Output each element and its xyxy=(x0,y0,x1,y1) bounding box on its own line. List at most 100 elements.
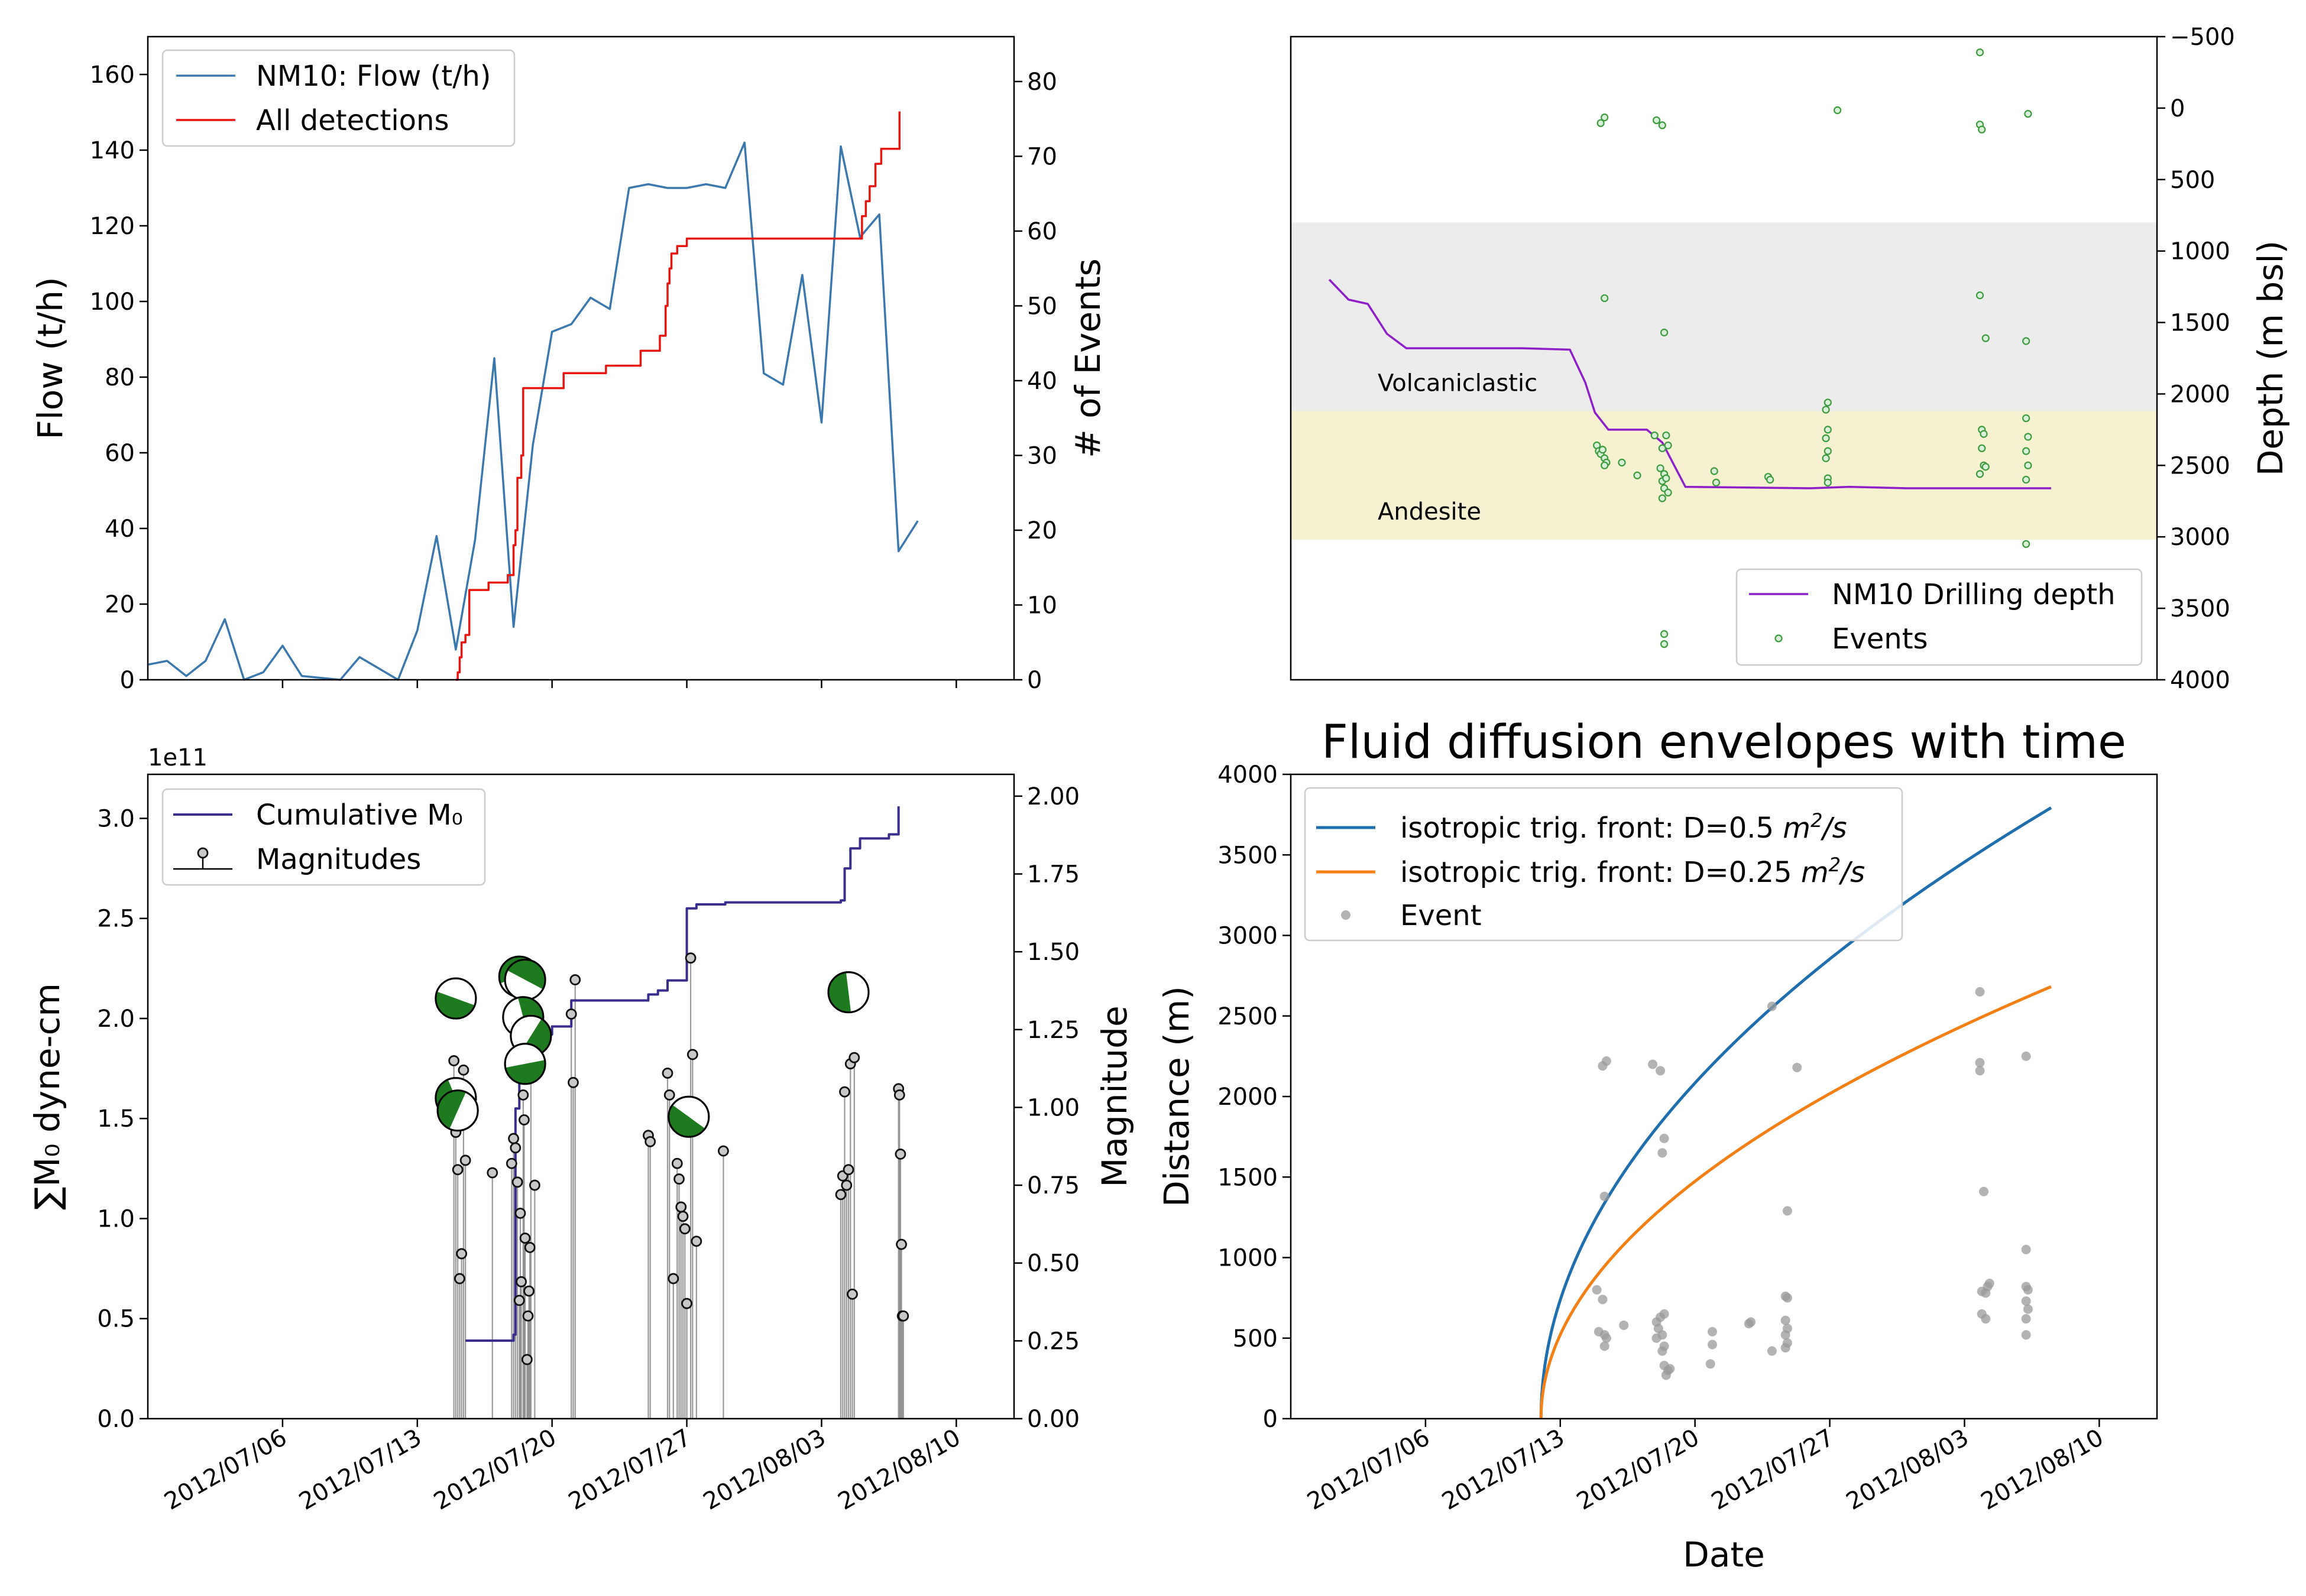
beachball-icon xyxy=(504,959,546,1001)
magnitude-marker xyxy=(847,1288,858,1300)
magnitude-marker xyxy=(487,1167,498,1179)
diffusion-event-point xyxy=(1767,1346,1777,1356)
y-tick-label: 500 xyxy=(1233,1325,1278,1352)
plot-frame xyxy=(147,35,1015,681)
event-point xyxy=(1766,475,1774,484)
diffusion-event-point xyxy=(1780,1315,1790,1325)
event-point xyxy=(1596,119,1605,127)
y-tick-label-right: 0 xyxy=(2170,95,2185,122)
diffusion-event-point xyxy=(2023,1285,2033,1295)
event-point xyxy=(1658,494,1666,502)
y-tick-label: 1500 xyxy=(1217,1164,1278,1191)
magnitude-marker xyxy=(841,1179,853,1191)
y-tick-label-right: 3500 xyxy=(2170,595,2230,622)
event-point xyxy=(1822,406,1830,414)
legend-label-detections: All detections xyxy=(256,104,449,137)
y-tick-label: 0.0 xyxy=(97,1406,135,1433)
legend-box xyxy=(161,49,516,147)
diffusion-event-point xyxy=(1599,1191,1609,1201)
diffusion-event-point xyxy=(1648,1059,1658,1069)
y-axis-label: Distance (m) xyxy=(1157,986,1197,1207)
flow-series-line xyxy=(147,141,919,681)
magnitude-marker xyxy=(452,1164,464,1176)
magnitude-marker xyxy=(685,952,697,964)
magnitude-marker xyxy=(673,1173,685,1185)
y-tick-label-right: 0.75 xyxy=(1027,1172,1080,1199)
x-tick-label: 2012/07/06 xyxy=(1303,1424,1434,1516)
y-tick-label-right: 10 xyxy=(1027,592,1057,619)
event-point xyxy=(1980,430,1988,438)
magnitude-marker xyxy=(519,1114,530,1125)
x-tick-label: 2012/08/10 xyxy=(834,1424,966,1516)
legend-label-drilling: NM10 Drilling depth xyxy=(1832,578,2116,611)
magnitude-marker xyxy=(835,1189,847,1201)
y-tick-label: 120 xyxy=(90,213,135,240)
diffusion-event-point xyxy=(1657,1148,1667,1158)
y-axis-label: Flow (t/h) xyxy=(30,277,70,439)
event-point xyxy=(2024,433,2032,441)
event-point xyxy=(1978,444,1986,452)
event-point xyxy=(1650,431,1659,440)
y-tick-label: 1000 xyxy=(1217,1245,1278,1272)
magnitude-marker xyxy=(843,1164,854,1176)
beachball-icon xyxy=(668,1095,710,1138)
y-tick-label: 0.5 xyxy=(97,1306,135,1333)
y-tick-label-right: 0.00 xyxy=(1027,1406,1080,1433)
y-tick-label: 0 xyxy=(1263,1406,1278,1433)
event-point xyxy=(1660,328,1669,337)
diffusion-event-point xyxy=(1979,1186,1988,1196)
y-tick-label-right: 40 xyxy=(1027,368,1057,395)
y-tick-label-right: 500 xyxy=(2170,167,2215,194)
x-tick-label: 2012/08/03 xyxy=(1842,1424,1974,1516)
magnitude-marker xyxy=(662,1068,673,1079)
y-tick-label: 4000 xyxy=(1217,761,1278,789)
legend-label-front-0: isotropic trig. front: D=0.5 m2/s xyxy=(1400,809,1847,845)
y-tick-label-right: 3000 xyxy=(2170,524,2230,551)
diffusion-event-point xyxy=(1601,1056,1611,1066)
x-tick-label: 2012/08/10 xyxy=(1977,1424,2109,1516)
diffusion-event-point xyxy=(1707,1326,1717,1337)
x-tick-label: 2012/08/03 xyxy=(699,1424,831,1516)
diffusion-event-point xyxy=(1665,1364,1675,1374)
event-point xyxy=(1660,630,1669,638)
layer-label-0: Volcaniclastic xyxy=(1378,369,1537,397)
magnitude-marker xyxy=(569,974,581,985)
magnitude-marker xyxy=(448,1055,460,1066)
legend-swatch-event xyxy=(1341,910,1350,920)
y-tick-label: 2.0 xyxy=(97,1005,135,1033)
magnitude-marker xyxy=(513,1295,525,1306)
event-point xyxy=(1822,434,1830,442)
event-point xyxy=(1618,458,1626,467)
diffusion-event-point xyxy=(2021,1330,2031,1340)
y-tick-label-right: 0.50 xyxy=(1027,1250,1080,1277)
magnitude-marker xyxy=(565,1008,577,1020)
diffusion-event-point xyxy=(1651,1333,1662,1343)
plot-frame xyxy=(147,773,1015,1420)
magnitude-marker xyxy=(514,1208,526,1219)
y-axis-label-right: Magnitude xyxy=(1094,1005,1135,1187)
y-tick-label-right: 1.50 xyxy=(1027,939,1080,966)
y-tick-label: 3000 xyxy=(1217,923,1278,950)
y-tick-label-right: 0.25 xyxy=(1027,1328,1080,1355)
magnitude-marker xyxy=(523,1285,535,1297)
y-tick-label: 2000 xyxy=(1217,1084,1278,1111)
event-point xyxy=(1658,121,1666,129)
event-point xyxy=(1598,446,1607,454)
legend-box xyxy=(1304,787,1903,942)
legend-label-cumulative: Cumulative M₀ xyxy=(256,799,463,832)
event-point xyxy=(1975,48,1984,57)
magnitude-marker xyxy=(511,1176,523,1188)
layer-label-1: Andesite xyxy=(1378,498,1481,525)
magnitude-marker xyxy=(677,1211,689,1222)
event-point xyxy=(1633,471,1641,479)
beachball-icon xyxy=(504,1043,546,1085)
x-tick-label: 2012/07/27 xyxy=(1707,1424,1839,1516)
magnitude-marker xyxy=(898,1310,909,1322)
diffusion-event-point xyxy=(1657,1346,1667,1356)
y-tick-label-right: 30 xyxy=(1027,442,1057,469)
moment-chart-panel: 2012/07/06 2012/07/13 2012/07/20 2012/07/27… xyxy=(27,744,1135,1516)
y-tick-label: 1.0 xyxy=(97,1205,135,1232)
event-point xyxy=(1664,441,1672,450)
magnitude-marker xyxy=(456,1248,468,1260)
trigger-front-line-1 xyxy=(1539,985,2052,1419)
